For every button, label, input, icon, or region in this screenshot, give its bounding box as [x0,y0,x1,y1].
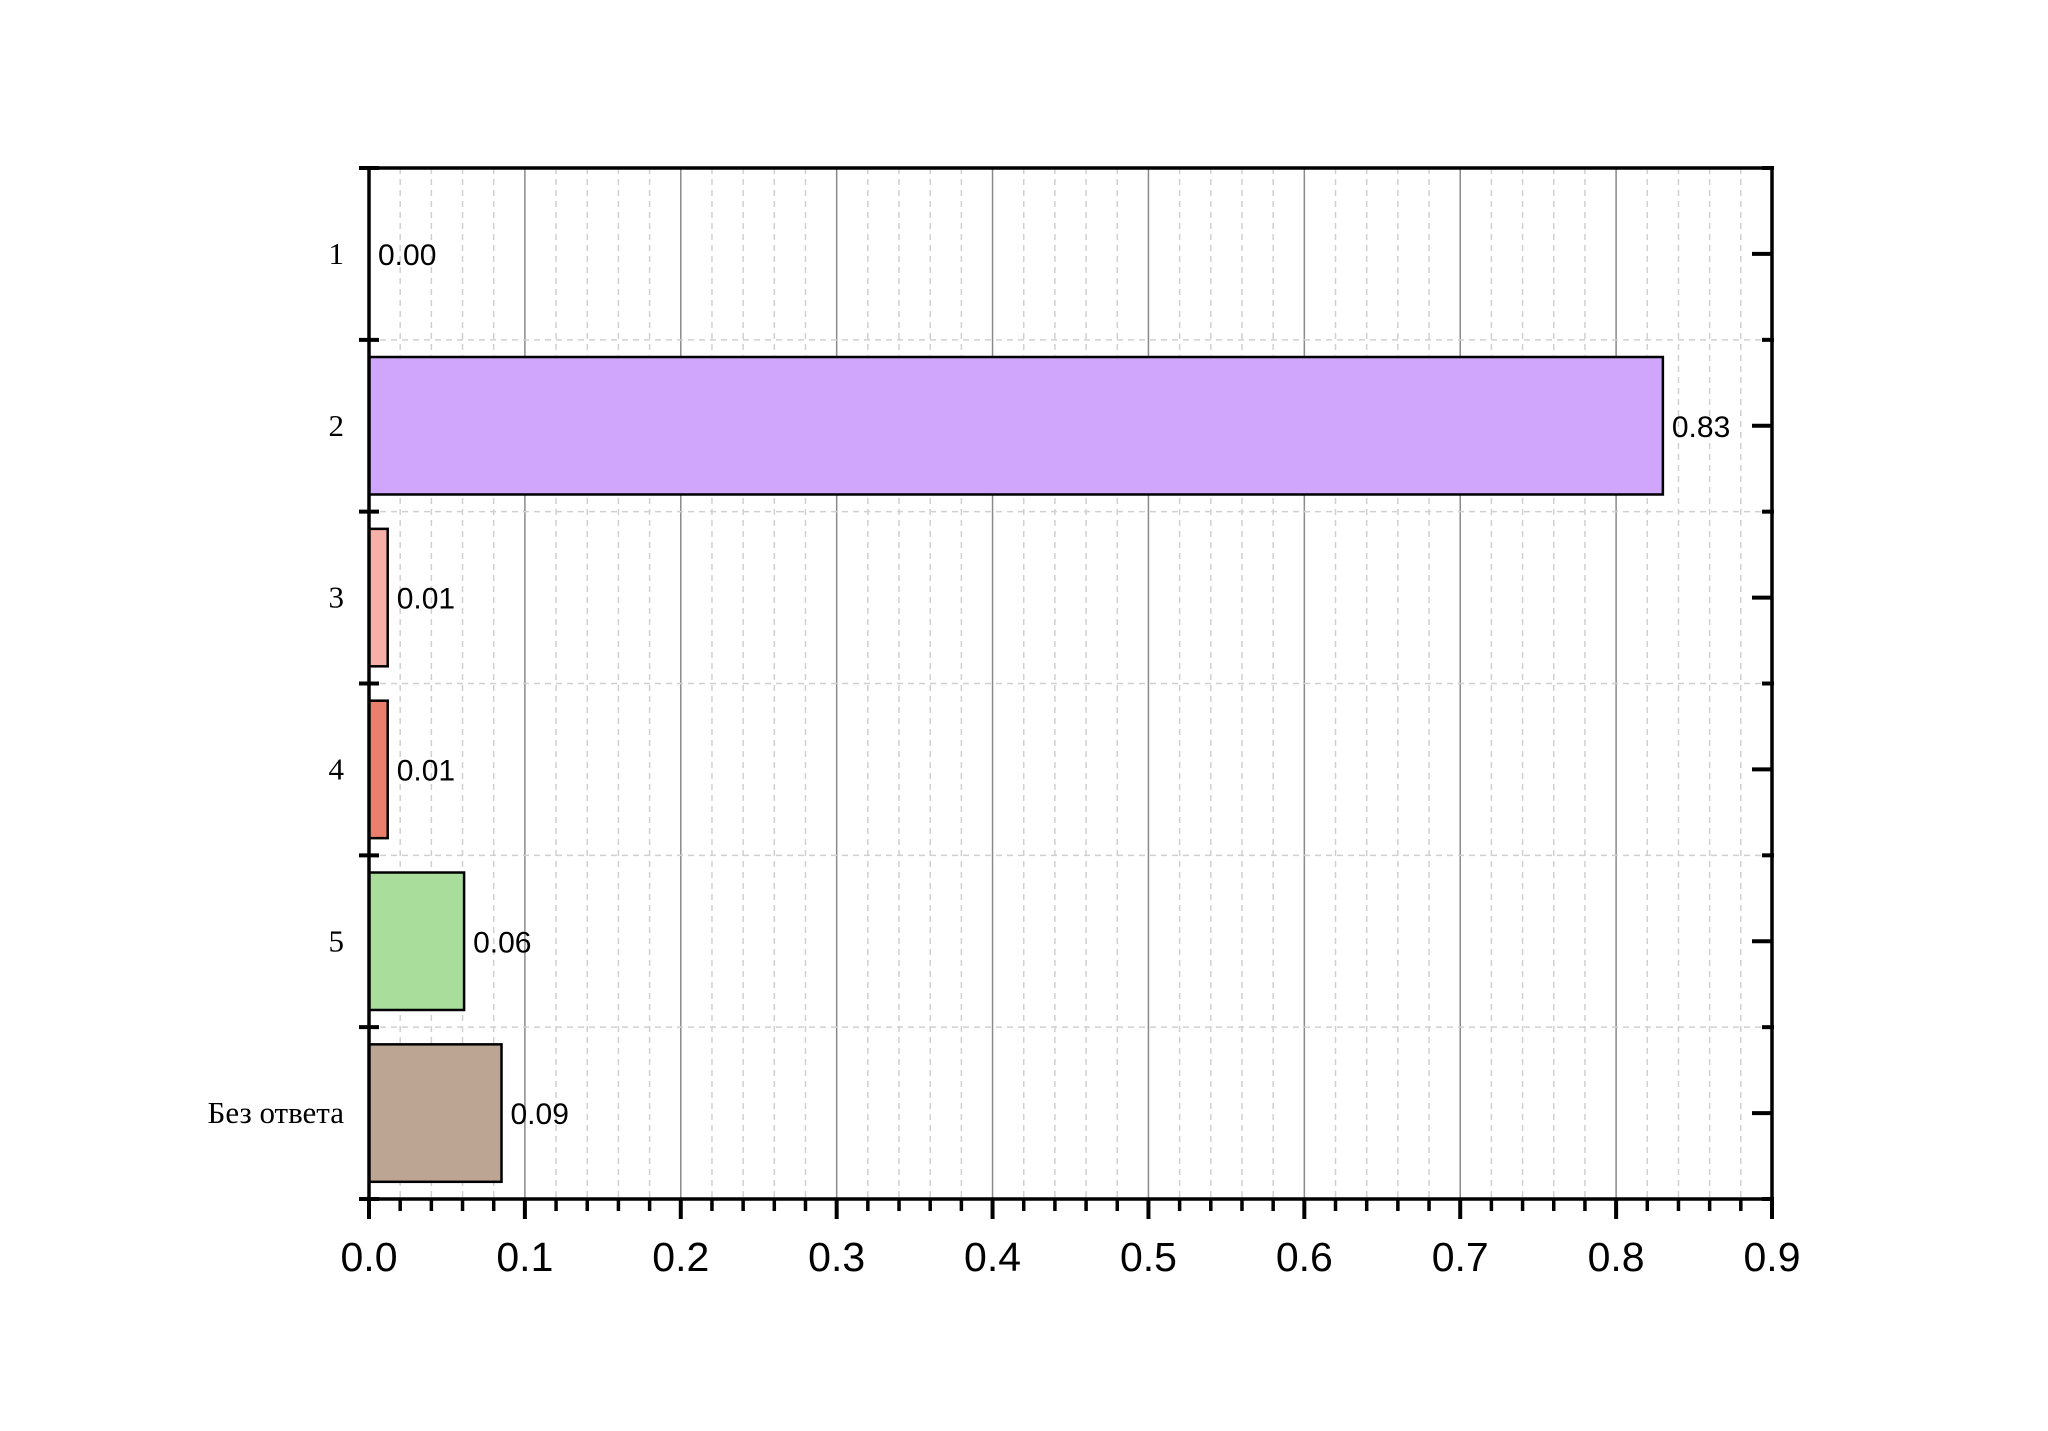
data-label: 0.00 [378,239,436,272]
x-tick-label: 0.3 [808,1234,865,1280]
bar-5 [367,871,466,1012]
x-tick-label: 0.2 [652,1234,709,1280]
category-label: 1 [329,236,345,271]
bar-4 [367,699,389,840]
bar-2 [367,355,1665,496]
x-tick-label: 0.1 [496,1234,553,1280]
x-tick-label: 0.6 [1276,1234,1333,1280]
category-label: 5 [329,923,345,958]
data-label: 0.09 [511,1098,569,1131]
data-label: 0.06 [473,926,531,959]
data-label: 0.01 [397,583,455,616]
x-tick-label: 0.0 [341,1234,398,1280]
category-label: 2 [329,408,345,443]
category-label: 4 [329,751,345,786]
bar-3 [367,527,389,668]
data-label: 0.83 [1672,411,1730,444]
data-label: 0.01 [397,754,455,787]
x-tick-label: 0.7 [1432,1234,1489,1280]
x-tick-label: 0.8 [1588,1234,1645,1280]
category-label: 3 [329,580,345,615]
x-tick-label: 0.5 [1120,1234,1177,1280]
bar-6 [367,1043,503,1184]
x-tick-label: 0.4 [964,1234,1021,1280]
x-tick-label: 0.9 [1744,1234,1801,1280]
category-label: Без ответа [208,1095,345,1130]
